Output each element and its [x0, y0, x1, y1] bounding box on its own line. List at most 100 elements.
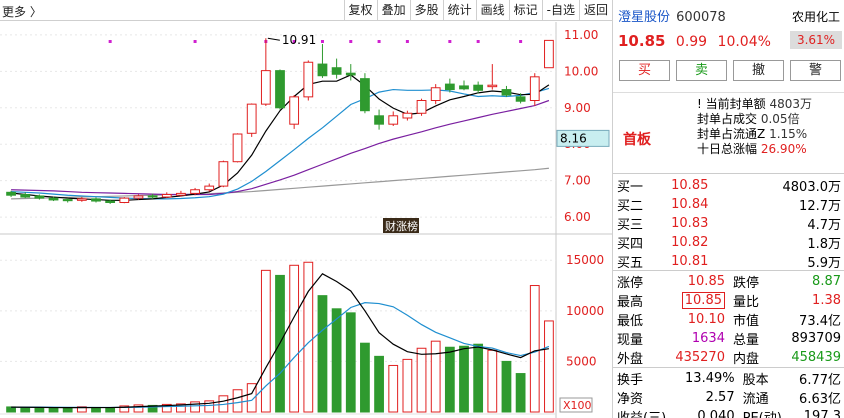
draw-line-button[interactable]: 画线: [475, 0, 509, 21]
seal-row: 十日总涨幅 26.90%: [697, 142, 807, 156]
sell-button[interactable]: 卖: [676, 60, 727, 81]
candle-body: [91, 198, 101, 202]
signal-dot: [349, 40, 353, 43]
alert-button[interactable]: 警: [790, 60, 841, 81]
bid-row[interactable]: 买二 10.84 12.7万: [617, 197, 841, 214]
seal-row: 封单占流通Z 1.15%: [697, 127, 808, 141]
stock-name[interactable]: 澄星股份: [618, 10, 671, 25]
finance-badge: 财涨榜: [385, 219, 418, 233]
volume-bar: [416, 347, 427, 413]
remove-watchlist-button[interactable]: -自选: [541, 0, 579, 21]
finance-badge-bg: [383, 218, 419, 233]
volume-bar: [331, 308, 342, 413]
signal-dot: [448, 40, 452, 43]
volume-bar: [6, 406, 16, 413]
sector-pct: 3.61%: [790, 31, 842, 49]
volume-tick-label: 10000: [566, 304, 604, 318]
candle-body: [246, 103, 257, 134]
fuquan-button[interactable]: 复权: [343, 0, 377, 21]
volume-bar: [501, 360, 512, 413]
multi-stock-button[interactable]: 多股: [409, 0, 443, 21]
cancel-order-button[interactable]: 撤: [733, 60, 784, 81]
candle-body: [345, 72, 356, 76]
volume-tick-label: 15000: [566, 253, 604, 267]
bid-row[interactable]: 买五 10.81 5.9万: [617, 254, 841, 271]
kline-chart-svg[interactable]: 11.0010.009.008.007.006.0015000100005000…: [0, 0, 612, 418]
volume-bar: [515, 373, 526, 413]
candle-body: [232, 133, 243, 163]
candle-body: [147, 195, 158, 198]
candle-body: [360, 78, 370, 112]
bid-row[interactable]: 买四 10.82 1.8万: [617, 235, 841, 252]
candle-body: [331, 67, 342, 75]
candle-body: [34, 195, 45, 199]
fund-row: 换手 13.49% 股本 6.77亿: [617, 371, 841, 388]
statistics-button[interactable]: 统计: [442, 0, 476, 21]
volume-bar: [459, 345, 469, 413]
price-line: 10.85 0.99 10.04%: [618, 32, 777, 50]
candle-body: [48, 197, 59, 201]
current-price-tag-bg: [556, 129, 610, 147]
chart-toolbar: 更多 〉 复权 叠加 多股 统计 画线 标记 -自选 返回: [0, 0, 612, 21]
volume-bar: [544, 320, 554, 413]
volume-bar: [402, 358, 413, 413]
sector-tag[interactable]: 农用化工 3.61%: [790, 8, 842, 49]
volume-bar: [62, 407, 73, 413]
candle-body: [119, 197, 130, 203]
seal-row: ! 当前封单额 4803万: [697, 97, 813, 111]
volume-bar: [20, 406, 31, 413]
volume-bar: [444, 346, 455, 413]
volume-bar: [204, 400, 215, 413]
price-tick-label: 11.00: [564, 28, 598, 42]
stats-row: 外盘 435270 内盘 458439: [617, 350, 841, 367]
current-price-tag: 8.16: [560, 131, 587, 145]
kline-chart-area[interactable]: 11.0010.009.008.007.006.0015000100005000…: [0, 0, 612, 418]
volume-unit: X100: [563, 399, 592, 412]
high-annotation: 10.91: [282, 33, 316, 47]
limit-up-seal-info: 首板 ! 当前封单额 4803万 封单占成交 0.05倍 封单占流通Z 1.15…: [613, 92, 844, 172]
fund-row: 净资 2.57 流通 6.63亿: [617, 390, 841, 407]
signal-dot: [405, 40, 409, 43]
sector-name: 农用化工: [791, 10, 840, 24]
candle-body: [317, 63, 328, 77]
signal-dot: [320, 40, 324, 43]
candle-body: [544, 39, 554, 69]
candle-body: [374, 115, 384, 125]
candle-body: [62, 199, 73, 202]
seal-rows: ! 当前封单额 4803万 封单占成交 0.05倍 封单占流通Z 1.15% 十…: [697, 97, 812, 157]
candle-body: [402, 112, 413, 119]
volume-bar: [147, 404, 158, 413]
volume-bar: [374, 355, 384, 413]
ma10-line: [11, 87, 550, 200]
volume-bar: [48, 407, 59, 413]
candle-body: [133, 195, 144, 199]
signal-dot: [292, 40, 296, 43]
candle-body: [501, 89, 512, 96]
stats-row: 涨停 10.85 跌停 8.87: [617, 274, 841, 291]
candle-body: [176, 192, 186, 196]
signal-dot: [476, 40, 480, 43]
stats-row: 最高 10.85 量比 1.38: [617, 292, 841, 310]
buy-button[interactable]: 买: [619, 60, 670, 81]
overlay-button[interactable]: 叠加: [376, 0, 410, 21]
candle-body: [260, 70, 271, 105]
bid-row[interactable]: 买三 10.83 4.7万: [617, 216, 841, 233]
last-price: 10.85: [618, 32, 666, 50]
back-button[interactable]: 返回: [578, 0, 612, 21]
more-menu-crumb[interactable]: 更多 〉: [2, 5, 42, 19]
bid-table: 买一 10.85 4803.0万 买二 10.84 12.7万 买三 10.83 4.7万 …: [613, 176, 844, 271]
volume-bar: [76, 406, 87, 413]
ma20-line: [11, 99, 550, 196]
volume-bar: [289, 264, 300, 413]
mark-button[interactable]: 标记: [508, 0, 542, 21]
candle-body: [204, 185, 215, 191]
candle-body: [76, 198, 87, 201]
candle-body: [529, 76, 540, 101]
divider: [613, 173, 844, 174]
price-change-pct: 10.04%: [717, 34, 771, 50]
stats-row: 最低 10.10 市值 73.4亿: [617, 312, 841, 329]
bid-row[interactable]: 买一 10.85 4803.0万: [617, 178, 841, 195]
price-tick-label: 7.00: [564, 174, 591, 188]
ma60-line: [11, 167, 549, 200]
